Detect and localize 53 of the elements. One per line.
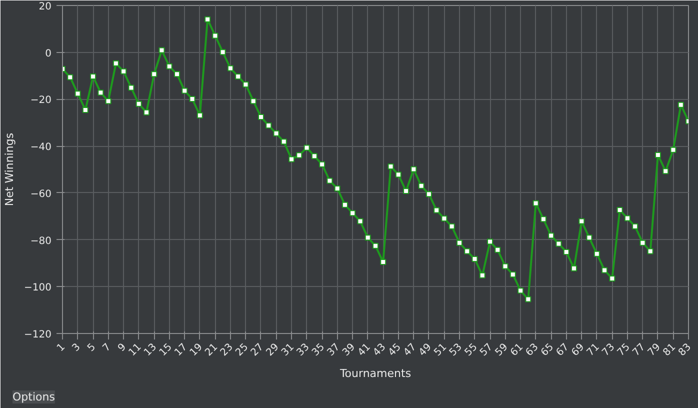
x-tick-label: 13	[142, 342, 160, 358]
y-tick-label: 20	[38, 2, 52, 12]
x-tick-label: 39	[340, 342, 358, 358]
text: Options	[12, 390, 56, 404]
y-tick-label: −100	[24, 282, 52, 294]
x-tick-label: 49	[417, 342, 434, 358]
x-tick-label: 59	[493, 342, 510, 358]
x-tick-label: 45	[386, 342, 404, 358]
x-tick-label: 53	[448, 342, 464, 358]
x-tick-label: 35	[310, 342, 328, 358]
y-tick-label: −20	[30, 95, 52, 106]
x-axis-title: Tournaments	[338, 367, 412, 380]
x-tick-label: 33	[294, 342, 312, 358]
x-tick-label: 69	[570, 342, 587, 358]
y-tick-label: 0	[45, 48, 52, 60]
x-tick-label: 41	[356, 342, 373, 358]
y-tick-label: −40	[30, 142, 52, 154]
x-tick-label: 51	[432, 342, 450, 358]
x-tick-label: 55	[462, 342, 480, 358]
x-tick-label: 75	[616, 342, 632, 358]
x-tick-label: 77	[630, 342, 648, 358]
x-tick-label: 79	[646, 342, 663, 358]
x-tick-label: 27	[249, 342, 266, 358]
x-tick-label: 17	[172, 342, 190, 358]
x-tick-label: 63	[524, 342, 541, 358]
x-tick-label: 9	[116, 342, 129, 354]
y-tick-label: −80	[30, 236, 52, 247]
x-tick-label: 7	[100, 342, 114, 354]
x-tick-label: 3	[70, 342, 83, 354]
x-tick-label: 29	[264, 342, 282, 358]
x-tick-label: 61	[508, 342, 526, 358]
x-tick-label: 65	[539, 342, 556, 358]
x-tick-label: 43	[371, 342, 388, 358]
x-tick-label: 31	[280, 342, 296, 358]
y-tick-label: −120	[24, 330, 52, 340]
y-tick-label: −60	[30, 188, 52, 200]
x-tick-label: 11	[127, 342, 144, 358]
x-tick-label: 1	[55, 342, 68, 354]
x-tick-label: 15	[158, 342, 174, 358]
x-tick-label: 81	[661, 342, 678, 358]
x-tick-label: 47	[402, 342, 419, 358]
x-tick-label: 71	[585, 342, 602, 358]
x-tick-label: 73	[600, 342, 618, 358]
x-tick-label: 23	[218, 342, 236, 358]
x-tick-label: 57	[478, 342, 495, 358]
x-tick-label: 21	[203, 342, 220, 358]
x-tick-label: 37	[326, 342, 342, 358]
x-tick-label: 5	[86, 342, 98, 354]
x-tick-label: 83	[676, 342, 694, 358]
x-tick-label: 67	[554, 342, 572, 358]
x-tick-label: 25	[234, 342, 251, 358]
x-tick-label: 19	[188, 342, 205, 358]
y-axis-title: Net Winnings	[3, 132, 16, 206]
